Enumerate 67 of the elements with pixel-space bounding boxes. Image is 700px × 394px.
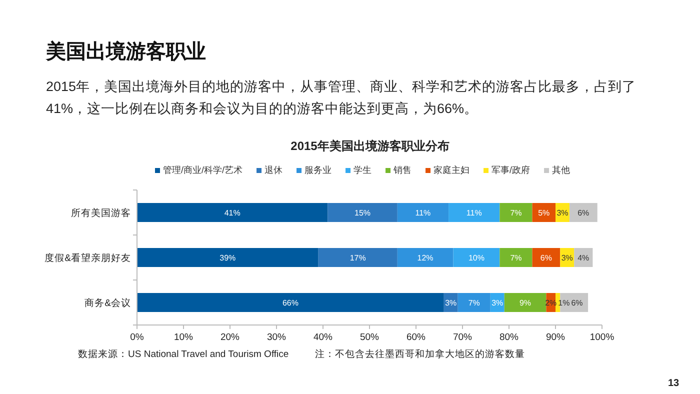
data-label: 7%: [510, 254, 522, 262]
data-label: 66%: [282, 298, 298, 308]
legend-label: 其他: [552, 165, 570, 175]
legend-label: 学生: [354, 165, 372, 175]
data-label: 11%: [466, 208, 482, 218]
data-label: 41%: [224, 208, 240, 218]
data-label: 12%: [417, 254, 434, 262]
data-label: 10%: [468, 254, 484, 262]
data-label: 3%: [561, 254, 573, 262]
data-label: 3%: [556, 208, 568, 218]
legend-label: 管理/商业/科学/艺术: [163, 165, 243, 175]
bar: [500, 203, 532, 222]
legend-label: 家庭主妇: [434, 165, 470, 175]
bar: [453, 248, 500, 267]
data-label: 6%: [578, 208, 590, 218]
chart-title: 2015年美国出境游客职业分布: [290, 139, 450, 153]
text: 注：不包含去往墨西哥和加拿大地区的游客数量: [315, 348, 525, 361]
x-tick-label: 60%: [406, 332, 426, 343]
data-label: 39%: [220, 254, 236, 262]
data-label: 7%: [468, 298, 480, 308]
legend-label: 服务业: [304, 165, 332, 175]
x-tick-label: 80%: [499, 332, 520, 343]
bar: [397, 203, 449, 222]
data-label: 15%: [354, 208, 371, 218]
x-tick-label: 70%: [452, 332, 473, 343]
bar: [137, 293, 444, 312]
y-tick-label: 度假&看望亲朋好友: [44, 252, 131, 264]
data-label: 6%: [571, 298, 583, 308]
data-label: 5%: [538, 208, 550, 218]
bar: [532, 203, 556, 222]
bar: [556, 293, 560, 312]
x-tick-label: 50%: [360, 332, 380, 343]
bar: [448, 203, 500, 222]
bar: [397, 248, 454, 267]
text: 2015年，美国出境海外目的地的游客中，从事管理、商业、科学和艺术的游客占比最多，占到了41%，这一比例在以商务和会议为目的的游客中能达到更高，为66%。: [46, 78, 638, 118]
x-tick-label: 10%: [174, 332, 194, 343]
legend-label: 销售: [392, 165, 412, 175]
legend-label: 军事/政府: [492, 165, 530, 175]
x-tick-label: 30%: [266, 332, 287, 343]
data-label: 11%: [415, 208, 431, 218]
data-label: 3%: [445, 298, 457, 308]
data-label: 6%: [540, 254, 552, 262]
x-tick-label: 90%: [546, 332, 566, 343]
bar: [532, 248, 560, 267]
y-tick-label: 所有美国游客: [71, 207, 131, 219]
bar: [500, 248, 532, 267]
bar: [328, 203, 398, 222]
bar: [458, 293, 490, 312]
text: 13: [668, 378, 680, 389]
x-tick-label: 100%: [590, 332, 615, 343]
text: 美国出境游客职业: [46, 40, 206, 65]
data-label: 7%: [510, 208, 522, 218]
data-label: 3%: [492, 298, 504, 308]
x-tick-label: 40%: [313, 332, 334, 343]
data-label: 17%: [350, 254, 366, 262]
legend-label: 退休: [264, 165, 283, 175]
bar: [318, 248, 398, 267]
source-note: 数据来源：US National Travel and Tourism Office: [78, 348, 289, 361]
y-tick-label: 商务&会议: [84, 297, 131, 309]
data-label: 4%: [578, 254, 590, 262]
bar: [569, 203, 598, 222]
bar: [137, 203, 328, 222]
x-tick-label: 20%: [220, 332, 240, 343]
bar: [504, 293, 546, 312]
bar: [137, 248, 318, 267]
x-tick-label: 0%: [130, 332, 144, 343]
data-label: 9%: [519, 298, 532, 308]
